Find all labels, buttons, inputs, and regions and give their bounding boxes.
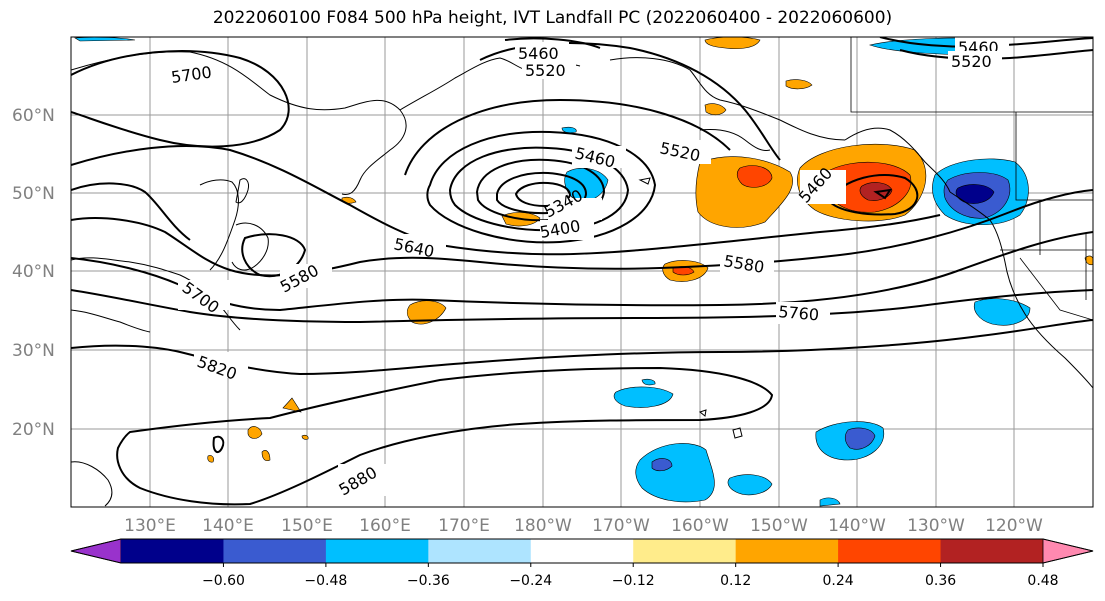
colorbar-segment bbox=[735, 539, 839, 563]
colorbar-tick-label: −0.24 bbox=[509, 573, 552, 589]
lon-label: 180°W bbox=[514, 516, 572, 536]
colorbar-segment bbox=[530, 539, 634, 563]
lon-label: 140°E bbox=[202, 516, 254, 536]
lon-label: 140°W bbox=[828, 516, 886, 536]
colorbar-tick-label: 0.36 bbox=[925, 573, 956, 589]
contour-labels: 5700 5460 5520 5460 5520 5460 5340 5400 … bbox=[168, 37, 1009, 499]
lon-label: 150°W bbox=[750, 516, 808, 536]
lat-label: 40°N bbox=[12, 262, 55, 282]
lon-label: 160°E bbox=[359, 516, 411, 536]
colorbar-tick-label: −0.60 bbox=[202, 573, 245, 589]
political-boundaries bbox=[850, 37, 1093, 321]
contour-label: 5520 bbox=[951, 52, 992, 71]
colorbar-outline bbox=[70, 538, 1094, 564]
lon-label: 170°W bbox=[592, 516, 650, 536]
height-contours bbox=[71, 37, 1093, 506]
colorbar-segment bbox=[838, 539, 942, 563]
lon-label: 160°W bbox=[671, 516, 729, 536]
colorbar-tick-label: 0.24 bbox=[823, 573, 854, 589]
lat-label: 30°N bbox=[12, 341, 55, 361]
colorbar-segment bbox=[223, 539, 327, 563]
lat-label: 60°N bbox=[12, 106, 55, 126]
contour-label: 5760 bbox=[778, 302, 820, 324]
contour-label: 5520 bbox=[525, 61, 566, 80]
lon-label: 130°W bbox=[907, 516, 965, 536]
colorbar-extend-high bbox=[1042, 538, 1094, 564]
colorbar-tick-label: −0.36 bbox=[407, 573, 450, 589]
colorbar-segment bbox=[325, 539, 429, 563]
lat-label: 20°N bbox=[12, 420, 55, 440]
lon-label: 170°E bbox=[438, 516, 490, 536]
map-title: 2022060100 F084 500 hPa height, IVT Land… bbox=[212, 8, 893, 28]
colorbar-tick-label: 0.12 bbox=[720, 573, 751, 589]
map-panel bbox=[71, 37, 1093, 507]
colorbar: −0.60 −0.48 −0.36 −0.24 −0.12 0.12 0.24 0.36 0.4… bbox=[70, 538, 1094, 589]
lon-label: 120°W bbox=[985, 516, 1043, 536]
colorbar-tick-label: 0.48 bbox=[1027, 573, 1058, 589]
gridlines bbox=[71, 37, 1093, 507]
lon-label: 130°E bbox=[124, 516, 176, 536]
colorbar-tick-label: −0.48 bbox=[304, 573, 347, 589]
map-frame bbox=[70, 36, 1094, 508]
latitude-labels: 60°N 50°N 40°N 30°N 20°N bbox=[12, 106, 55, 440]
colorbar-tick-label: −0.12 bbox=[612, 573, 655, 589]
lon-label: 150°E bbox=[281, 516, 333, 536]
colorbar-segment bbox=[428, 539, 532, 563]
longitude-labels: 130°E 140°E 150°E 160°E 170°E 180°W 170°… bbox=[124, 516, 1043, 536]
colorbar-segment bbox=[940, 539, 1044, 563]
contour-label: 5460 bbox=[518, 44, 559, 63]
colorbar-segment bbox=[121, 539, 224, 563]
colorbar-segment bbox=[633, 539, 737, 563]
colorbar-extend-low bbox=[70, 538, 122, 564]
lat-label: 50°N bbox=[12, 184, 55, 204]
